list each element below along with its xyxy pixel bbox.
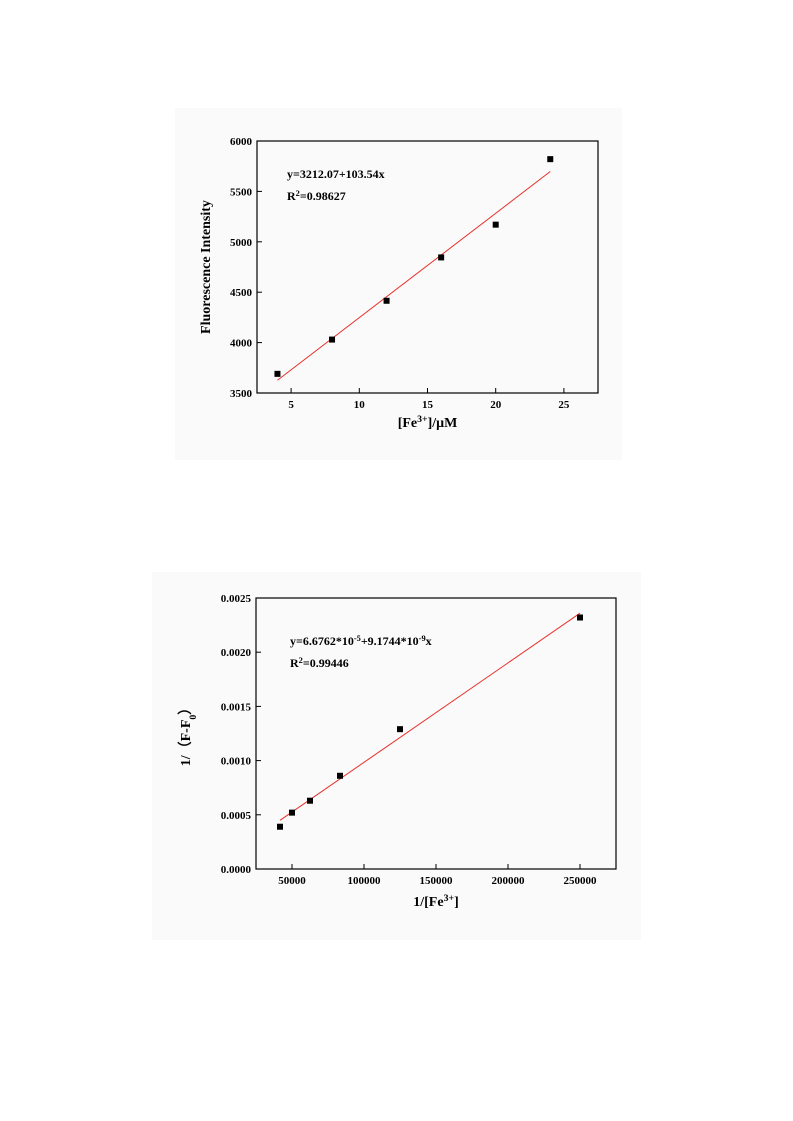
text-part: ） (178, 701, 194, 715)
annotation: y=6.6762*10-5+9.1744*10-9x (290, 634, 432, 649)
text-part: -9 (419, 634, 426, 643)
data-point (329, 336, 336, 343)
text-part: =0.98627 (300, 189, 346, 203)
data-point (307, 797, 313, 804)
text-part: x (426, 634, 432, 648)
x-tick-label: 10 (354, 399, 366, 411)
text-part: R (287, 189, 296, 203)
x-axis-label: [Fe3+]/μM (398, 414, 458, 432)
y-tick-label: 4000 (230, 338, 253, 350)
y-tick-label: 4500 (230, 287, 253, 299)
data-point (492, 221, 499, 228)
text-part: 3+ (417, 414, 428, 425)
text-part: 3+ (444, 893, 455, 904)
y-tick-label: 0.0005 (221, 810, 252, 822)
data-point (289, 809, 295, 816)
x-tick-label: 200000 (492, 875, 526, 887)
x-tick-label: 20 (490, 399, 502, 411)
annotation: R2=0.98627 (287, 189, 346, 204)
x-tick-label: 150000 (420, 875, 454, 887)
text-part: +9.1744*10 (361, 634, 419, 648)
y-tick-label: 5000 (230, 237, 253, 249)
x-tick-label: 250000 (564, 875, 598, 887)
data-point (274, 370, 281, 377)
fit-line (277, 171, 551, 381)
y-tick-label: 0.0015 (221, 701, 252, 713)
text-part: [Fe (398, 416, 417, 431)
x-axis-label: 1/[Fe3+] (413, 893, 458, 911)
text-part: Fluorescence Intensity (199, 200, 214, 334)
x-tick-label: 100000 (348, 875, 382, 887)
text-part: 2 (299, 656, 303, 665)
text-part: ]/μM (428, 416, 458, 431)
y-tick-label: 0.0010 (221, 756, 252, 768)
text-part: R (290, 656, 299, 670)
x-tick-label: 5 (288, 399, 294, 411)
y-axis-label: Fluorescence Intensity (199, 200, 214, 334)
text-part: 2 (296, 189, 300, 198)
text-part: ] (454, 895, 459, 910)
y-tick-label: 0.0000 (221, 864, 252, 876)
text-part: y=6.6762*10 (290, 634, 354, 648)
fit-line (279, 612, 581, 821)
text-part: -5 (354, 634, 361, 643)
x-tick-label: 15 (422, 399, 434, 411)
data-point (397, 726, 403, 733)
y-tick-label: 3500 (230, 388, 253, 400)
text-part: y=3212.07+103.54x (287, 167, 385, 181)
data-point (547, 156, 554, 163)
annotation: y=3212.07+103.54x (287, 167, 385, 181)
y-tick-label: 0.0020 (221, 647, 252, 659)
data-point (277, 823, 284, 830)
text-part: 0 (188, 715, 199, 720)
data-point (438, 254, 445, 261)
text-part: =0.99446 (303, 656, 349, 670)
y-tick-label: 5500 (230, 186, 253, 198)
y-tick-label: 6000 (230, 136, 253, 148)
annotation: R2=0.99446 (290, 656, 349, 671)
x-tick-label: 50000 (278, 875, 306, 887)
data-point (383, 297, 390, 304)
y-tick-label: 0.0025 (221, 593, 252, 605)
data-point (336, 772, 343, 779)
y-axis-label: 1/（F-F0） (178, 701, 199, 767)
text-part: 1/（F-F (178, 720, 194, 767)
text-part: 1/[Fe (413, 895, 443, 910)
x-tick-label: 25 (558, 399, 570, 411)
data-point (577, 614, 583, 621)
figure-background (175, 108, 622, 460)
figure-background (152, 572, 641, 940)
